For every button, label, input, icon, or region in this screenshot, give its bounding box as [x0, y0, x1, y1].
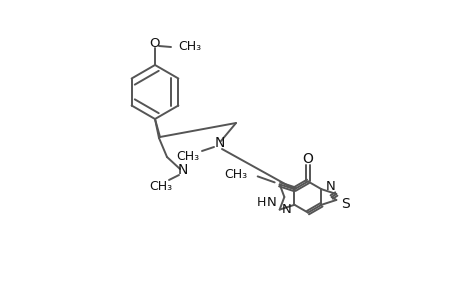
Text: N: N	[266, 196, 276, 208]
Text: S: S	[341, 197, 349, 211]
Text: N: N	[281, 203, 291, 216]
Text: N: N	[214, 136, 225, 150]
Text: CH₃: CH₃	[224, 168, 247, 181]
Text: CH₃: CH₃	[178, 40, 201, 52]
Text: N: N	[325, 180, 335, 193]
Text: O: O	[150, 37, 160, 50]
Text: N: N	[178, 163, 188, 177]
Text: O: O	[302, 152, 313, 167]
Text: H: H	[257, 196, 266, 208]
Text: CH₃: CH₃	[176, 149, 199, 163]
Text: CH₃: CH₃	[149, 179, 172, 193]
